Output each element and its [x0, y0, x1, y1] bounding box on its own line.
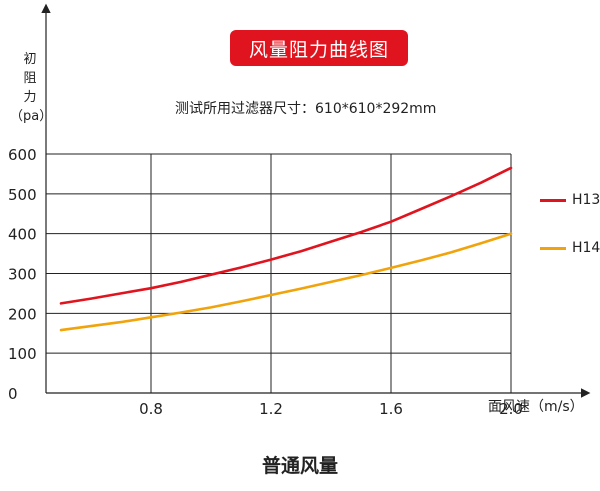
chart-subtitle: 测试所用过滤器尺寸：610*610*292mm — [175, 101, 437, 117]
series-line-h13 — [59, 166, 513, 305]
y-axis-unit: （pa） — [10, 109, 53, 124]
y-tick-label: 100 — [8, 345, 37, 363]
legend-swatch — [540, 198, 566, 202]
y-axis-label: 初 阻 力 （pa） — [10, 50, 53, 126]
x-tick-label: 2.0 — [499, 400, 523, 418]
x-tick-label: 0.8 — [139, 400, 163, 418]
y-axis-label-char: 初 — [23, 52, 37, 67]
series-line-h14 — [59, 232, 513, 332]
legend-item-h13: H13 — [540, 192, 600, 208]
y-tick-label: 400 — [8, 226, 37, 244]
legend-item-h14: H14 — [540, 240, 600, 256]
chart-title: 风量阻力曲线图 — [230, 30, 408, 66]
y-tick-label: 300 — [8, 266, 37, 284]
y-axis-label-char: 力 — [23, 90, 37, 105]
y-tick-label: 0 — [8, 385, 18, 403]
x-tick-label: 1.6 — [379, 400, 403, 418]
legend-swatch — [540, 246, 566, 250]
y-axis-label-char: 阻 — [23, 71, 37, 86]
chart-caption: 普通风量 — [261, 455, 338, 477]
x-axis-label: 面风速（m/s） — [488, 399, 584, 415]
y-tick-label: 500 — [8, 186, 37, 204]
legend-label: H13 — [572, 192, 600, 208]
y-tick-label: 600 — [8, 146, 37, 164]
y-tick-label: 200 — [8, 305, 37, 323]
legend-label: H14 — [572, 240, 600, 256]
x-tick-label: 1.2 — [259, 400, 283, 418]
